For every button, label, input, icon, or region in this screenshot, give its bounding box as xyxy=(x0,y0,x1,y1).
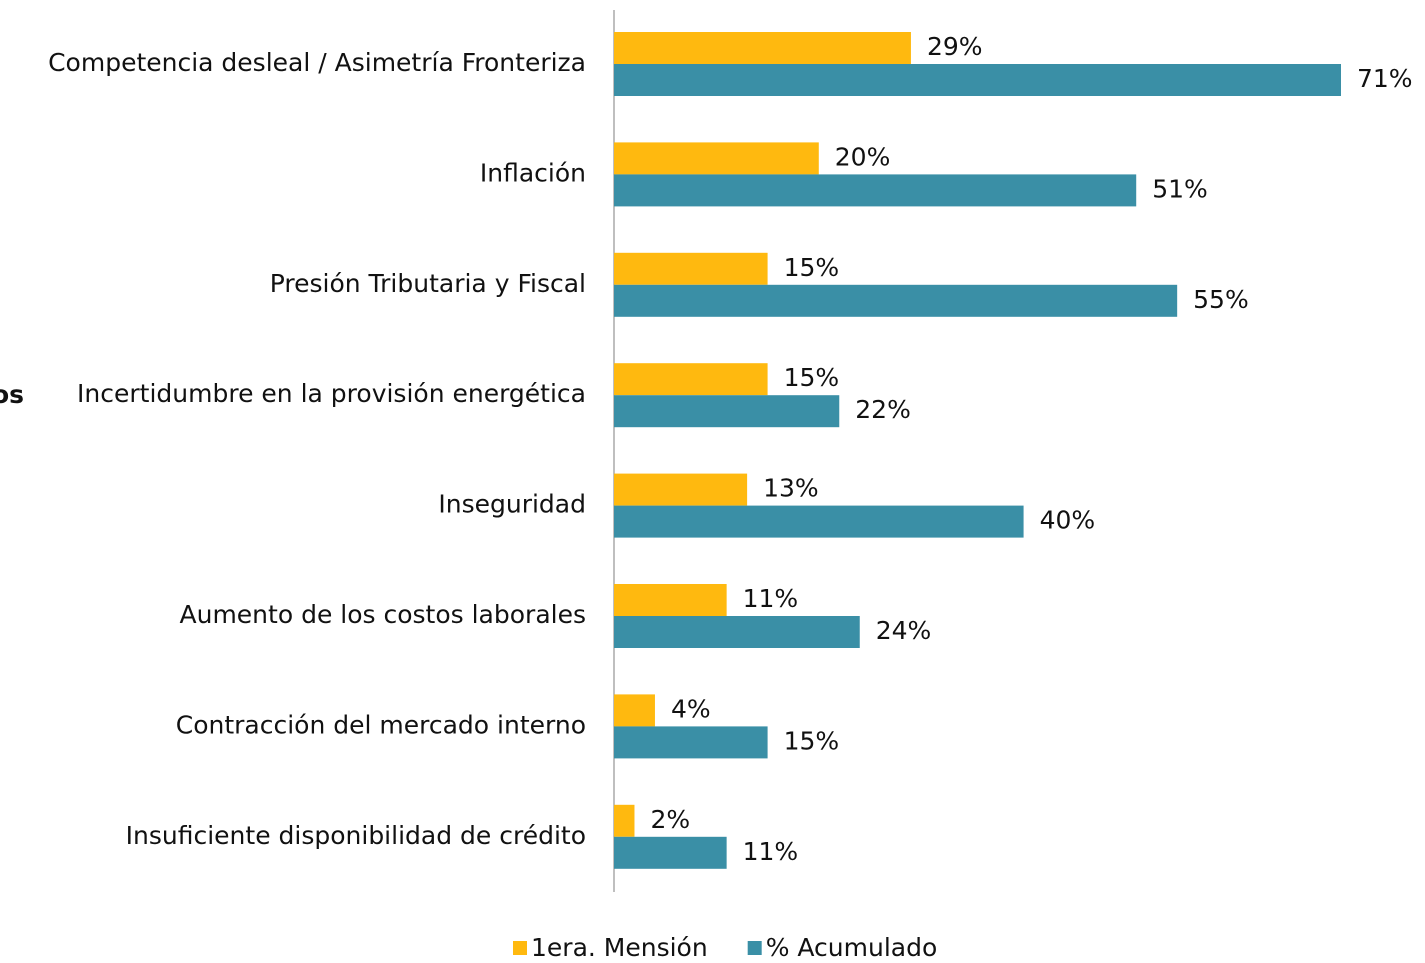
data-label: 15% xyxy=(784,253,840,282)
y-tick-label: Presión Tributaria y Fiscal xyxy=(270,269,586,298)
y-tick-label: Aumento de los costos laborales xyxy=(180,600,587,629)
legend-label: % Acumulado xyxy=(766,933,938,962)
data-label: 13% xyxy=(763,474,819,503)
data-label: 15% xyxy=(784,363,840,392)
legend-label: 1era. Mensión xyxy=(531,933,708,962)
data-label: 55% xyxy=(1193,285,1249,314)
bar xyxy=(614,142,819,175)
y-tick-label: Competencia desleal / Asimetría Fronteri… xyxy=(48,48,586,77)
data-label: 24% xyxy=(876,616,932,645)
bar xyxy=(614,584,727,616)
y-axis-label: os xyxy=(0,380,24,409)
y-tick-label: Inseguridad xyxy=(438,490,586,519)
bar xyxy=(614,473,748,506)
y-tick-label: Incertidumbre en la provisión energética xyxy=(77,379,586,408)
bar xyxy=(614,395,840,428)
data-label: 11% xyxy=(743,837,799,866)
data-label: 51% xyxy=(1152,174,1208,203)
legend-swatch xyxy=(747,941,762,955)
y-tick-label: Insuficiente disponibilidad de crédito xyxy=(126,821,586,850)
bar xyxy=(614,505,1024,538)
y-tick-label: Contracción del mercado interno xyxy=(176,710,586,739)
data-label: 40% xyxy=(1040,506,1096,535)
bar xyxy=(614,804,635,837)
data-label: 2% xyxy=(650,805,690,834)
bar xyxy=(614,174,1137,207)
data-label: 29% xyxy=(927,32,983,61)
bar xyxy=(614,252,768,285)
bar xyxy=(614,616,860,648)
bar xyxy=(614,284,1178,317)
legend-swatch xyxy=(513,941,527,955)
data-label: 11% xyxy=(743,584,799,613)
bar xyxy=(614,32,911,64)
data-label: 20% xyxy=(835,142,891,171)
bar xyxy=(614,363,768,396)
bar xyxy=(614,726,768,759)
bar xyxy=(614,694,655,727)
bar xyxy=(614,836,727,869)
data-label: 22% xyxy=(855,395,911,424)
data-label: 15% xyxy=(784,726,840,755)
data-label: 4% xyxy=(671,694,711,723)
data-label: 71% xyxy=(1357,64,1413,93)
bar xyxy=(614,64,1341,96)
y-tick-label: Inflación xyxy=(480,158,586,187)
